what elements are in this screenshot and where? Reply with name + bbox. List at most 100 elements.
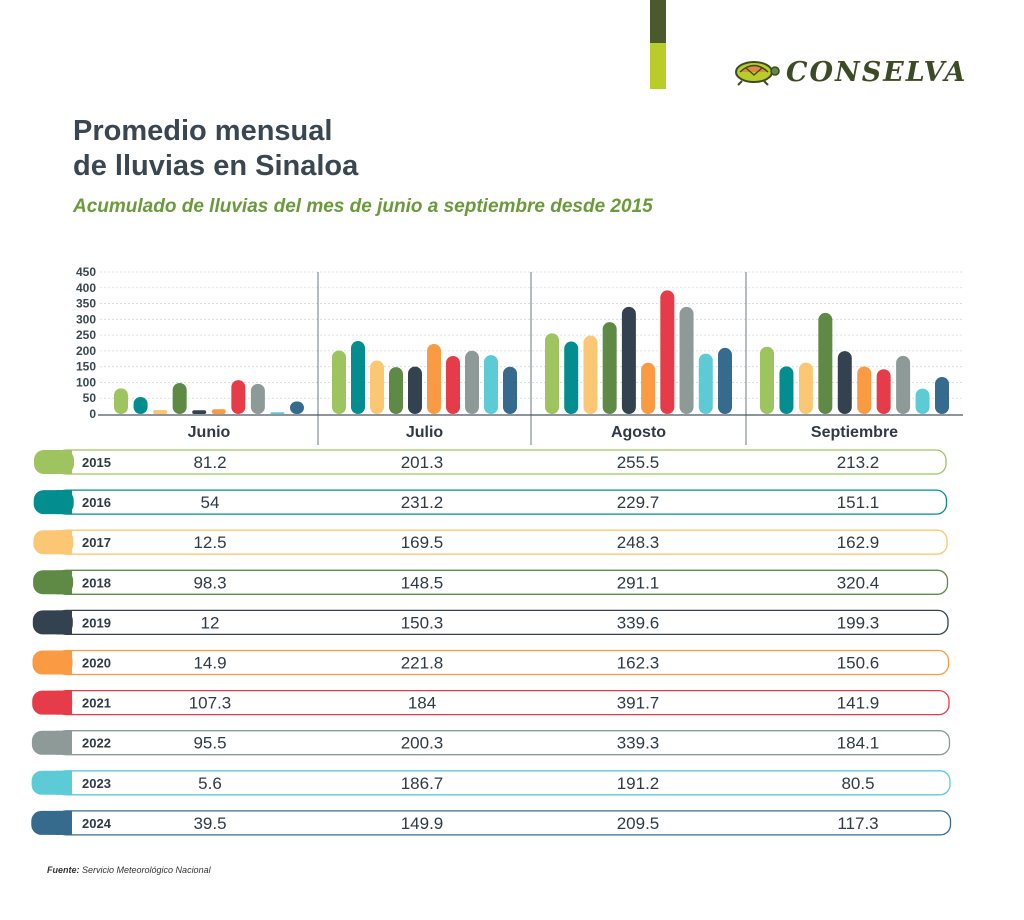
table-row-2018: 2018 98.3 148.5 291.1 320.4 bbox=[33, 569, 949, 595]
cell-value-agosto: 339.6 bbox=[617, 613, 660, 632]
cell-value-junio: 5.6 bbox=[198, 774, 222, 793]
bar-2018-agosto bbox=[602, 322, 617, 414]
cell-value-julio: 200.3 bbox=[401, 734, 444, 753]
bar-2022-agosto bbox=[679, 306, 694, 414]
decorative-bar-dark bbox=[650, 0, 666, 43]
cell-value-junio: 107.3 bbox=[189, 694, 232, 713]
row-outline bbox=[55, 529, 948, 555]
cell-value-septiembre: 184.1 bbox=[837, 734, 880, 753]
cell-value-agosto: 162.3 bbox=[617, 654, 660, 673]
table-row-2020: 2020 14.9 221.8 162.3 150.6 bbox=[32, 649, 950, 676]
row-color-tab-fill bbox=[56, 730, 72, 755]
bar-2019-julio bbox=[408, 366, 422, 414]
bar-2020-junio bbox=[211, 409, 226, 414]
decorative-bar-lime bbox=[650, 43, 666, 89]
y-tick-label: 350 bbox=[76, 297, 96, 311]
cell-value-agosto: 391.7 bbox=[617, 694, 660, 713]
cell-value-julio: 201.3 bbox=[401, 453, 444, 472]
category-label: Julio bbox=[406, 424, 444, 441]
cell-value-julio: 184 bbox=[408, 694, 436, 713]
cell-value-septiembre: 320.4 bbox=[837, 573, 880, 592]
cell-value-agosto: 209.5 bbox=[617, 814, 660, 833]
row-color-tab-fill bbox=[56, 770, 72, 795]
category-label: Agosto bbox=[611, 424, 666, 441]
row-year-label: 2023 bbox=[82, 776, 111, 791]
turtle-icon bbox=[735, 61, 780, 86]
bar-2024-junio bbox=[290, 401, 304, 414]
table-rows: 2015 81.2 201.3 255.5 213.2 2016 54 231.2 229.7 1… bbox=[31, 449, 952, 836]
source-label: Fuente: bbox=[47, 865, 80, 875]
cell-value-junio: 81.2 bbox=[193, 453, 226, 472]
cell-value-septiembre: 150.6 bbox=[837, 654, 880, 673]
row-year-label: 2017 bbox=[82, 535, 111, 550]
cell-value-junio: 12.5 bbox=[193, 533, 226, 552]
table-row-2024: 2024 39.5 149.9 209.5 117.3 bbox=[31, 810, 952, 836]
row-outline bbox=[55, 449, 947, 475]
cell-value-septiembre: 117.3 bbox=[837, 814, 878, 833]
cell-value-junio: 12 bbox=[201, 613, 220, 632]
row-color-tab-fill bbox=[56, 650, 72, 675]
y-tick-label: 400 bbox=[76, 281, 96, 295]
source-note: Fuente: Servicio Meteorológico Nacional bbox=[47, 865, 211, 875]
row-year-label: 2021 bbox=[82, 696, 111, 711]
row-color-tab-fill bbox=[56, 690, 72, 715]
category-labels: Junio Julio Agosto Septiembre bbox=[188, 424, 899, 441]
row-year-label: 2016 bbox=[82, 495, 111, 510]
bar-2022-julio bbox=[465, 350, 479, 414]
cell-value-septiembre: 162.9 bbox=[837, 533, 880, 552]
cell-value-julio: 221.8 bbox=[401, 654, 444, 673]
table-row-2021: 2021 107.3 184 391.7 141.9 bbox=[32, 689, 950, 716]
row-color-tab-fill bbox=[56, 570, 72, 595]
bar-2017-agosto bbox=[583, 335, 598, 414]
bar-2018-junio bbox=[172, 382, 187, 414]
decorative-color-bar bbox=[650, 0, 666, 89]
cell-value-septiembre: 141.9 bbox=[837, 694, 880, 713]
y-tick-label: 50 bbox=[83, 391, 97, 405]
cell-value-julio: 149.9 bbox=[401, 814, 444, 833]
cell-value-junio: 14.9 bbox=[193, 654, 226, 673]
bar-2022-junio bbox=[250, 383, 265, 414]
bar-2022-septiembre bbox=[896, 355, 911, 414]
category-label: Septiembre bbox=[811, 424, 898, 441]
cell-value-julio: 148.5 bbox=[401, 573, 444, 592]
row-year-label: 2019 bbox=[82, 615, 111, 630]
bar-2018-julio bbox=[389, 367, 403, 414]
y-tick-label: 150 bbox=[76, 360, 96, 374]
bar-2016-septiembre bbox=[779, 366, 794, 414]
y-tick-label: 200 bbox=[76, 344, 96, 358]
category-separators bbox=[317, 272, 747, 445]
row-year-label: 2024 bbox=[82, 816, 112, 831]
bar-2017-septiembre bbox=[798, 362, 813, 414]
title-line-1: Promedio mensual bbox=[73, 115, 333, 147]
row-year-label: 2022 bbox=[82, 736, 111, 751]
category-label: Junio bbox=[188, 424, 231, 441]
y-tick-label: 450 bbox=[76, 265, 96, 279]
row-year-label: 2020 bbox=[82, 656, 111, 671]
bar-2015-septiembre bbox=[760, 346, 774, 414]
conselva-logo: CONSELVA bbox=[730, 52, 967, 92]
cell-value-septiembre: 213.2 bbox=[837, 453, 880, 472]
bar-2023-septiembre bbox=[915, 388, 930, 414]
bar-2021-julio bbox=[446, 355, 460, 414]
bar-2017-junio bbox=[153, 410, 168, 414]
bar-2019-septiembre bbox=[837, 351, 852, 414]
cell-value-junio: 95.5 bbox=[193, 734, 226, 753]
bar-2024-septiembre bbox=[935, 376, 949, 414]
bar-2019-agosto bbox=[621, 306, 636, 414]
bar-2023-agosto bbox=[698, 353, 713, 414]
bar-2017-julio bbox=[370, 360, 384, 414]
row-outline bbox=[55, 609, 949, 636]
row-color-tab-fill bbox=[56, 490, 72, 515]
cell-value-agosto: 291.1 bbox=[617, 573, 660, 592]
cell-value-agosto: 191.2 bbox=[617, 774, 660, 793]
bar-2021-agosto bbox=[660, 290, 675, 414]
bar-2023-junio bbox=[270, 412, 285, 414]
cell-value-julio: 150.3 bbox=[401, 613, 444, 632]
row-outline bbox=[55, 569, 949, 595]
row-outline bbox=[55, 810, 952, 836]
cell-value-septiembre: 151.1 bbox=[837, 493, 880, 512]
bar-2023-julio bbox=[484, 355, 498, 414]
y-tick-label: 100 bbox=[76, 375, 96, 389]
